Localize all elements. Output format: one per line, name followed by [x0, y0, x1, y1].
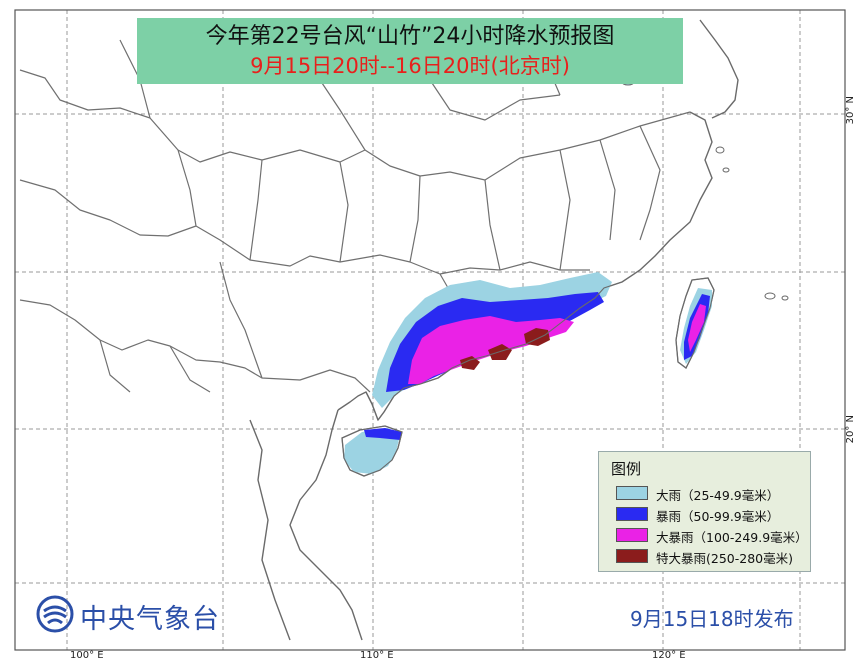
lat-label-20n: 20° N [845, 415, 856, 444]
map-subtitle: 9月15日20时--16日20时(北京时) [250, 54, 570, 78]
legend-swatch [616, 549, 648, 563]
legend-item-extreme-rainstorm: 特大暴雨(250-280毫米) [616, 548, 811, 566]
legend-item-rainstorm: 暴雨（50-99.9毫米） [616, 506, 811, 524]
lat-label-30n: 30° N [845, 96, 856, 125]
legend-swatch [616, 486, 648, 500]
rain-zone-severe-rainstorm-taiwan [688, 304, 706, 352]
legend: 图例 大雨（25-49.9毫米） 暴雨（50-99.9毫米） 大暴雨（100-2… [598, 451, 811, 572]
legend-swatch [616, 507, 648, 521]
agency-name: 中央气象台 [80, 604, 220, 635]
province-boundaries [19, 29, 691, 393]
legend-item-heavy-rain: 大雨（25-49.9毫米） [616, 485, 811, 503]
legend-swatch [616, 528, 648, 542]
legend-label: 大暴雨（100-249.9毫米） [656, 530, 808, 545]
cma-logo: 中央气象台 [36, 595, 256, 635]
map-frame [14, 9, 846, 651]
lon-label-110e: 110° E [360, 650, 394, 661]
rain-zone-rainstorm-hainan [364, 428, 402, 440]
legend-label: 特大暴雨(250-280毫米) [656, 551, 793, 566]
rain-zone-heavy-rain-hainan [344, 428, 400, 474]
graticule [15, 10, 845, 650]
legend-label: 大雨（25-49.9毫米） [656, 488, 780, 503]
lon-label-120e: 120° E [652, 650, 686, 661]
legend-label: 暴雨（50-99.9毫米） [656, 509, 780, 524]
legend-item-severe-rainstorm: 大暴雨（100-249.9毫米） [616, 527, 811, 545]
title-box: 今年第22号台风“山竹”24小时降水预报图 9月15日20时--16日20时(北… [137, 18, 683, 84]
issue-time: 9月15日18时发布 [630, 607, 794, 631]
weather-logo-icon [36, 595, 74, 633]
legend-title: 图例 [611, 460, 642, 478]
rain-zone-extreme-rainstorm-3 [460, 356, 480, 370]
map-title: 今年第22号台风“山竹”24小时降水预报图 [205, 24, 615, 49]
lon-label-100e: 100° E [70, 650, 104, 661]
